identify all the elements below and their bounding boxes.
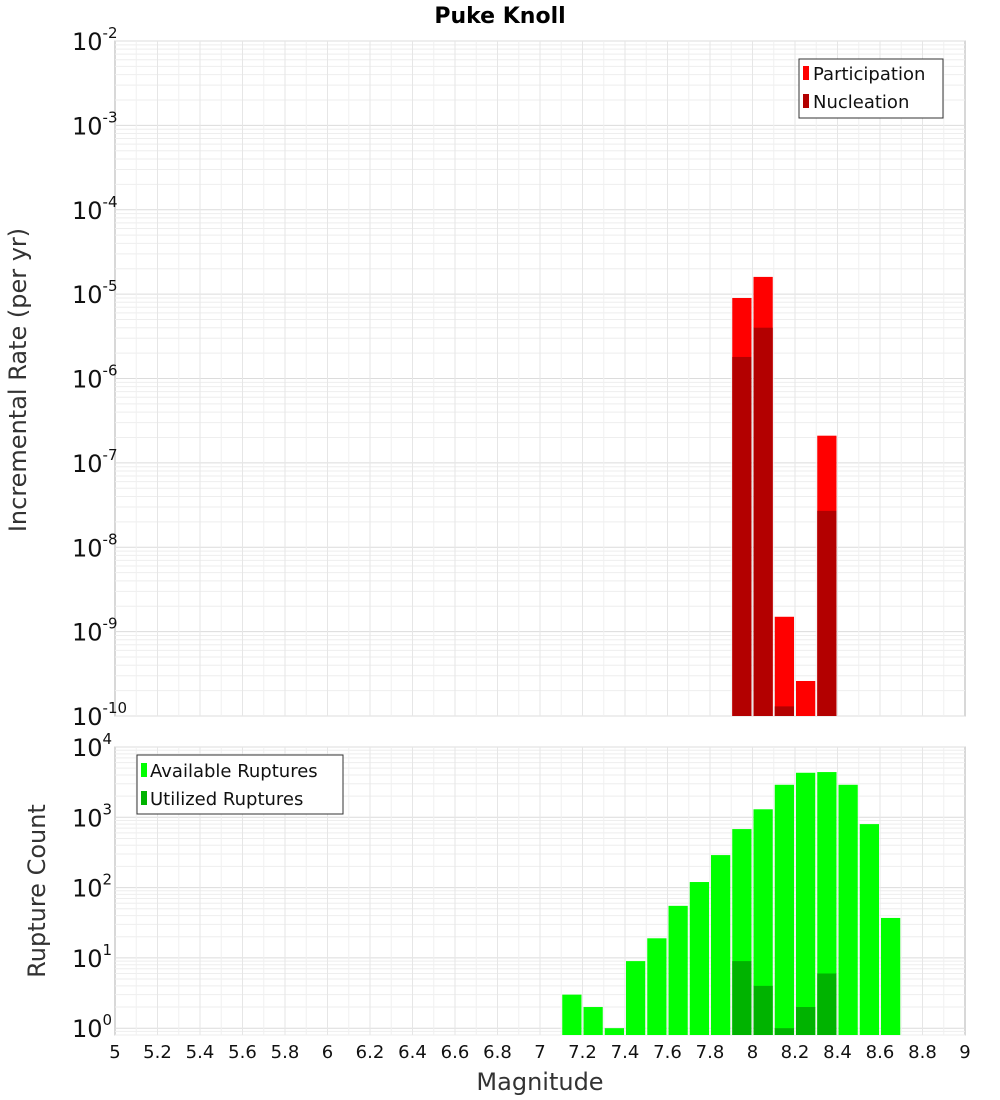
bar-utilized-ruptures [753, 985, 773, 1035]
top-grid [115, 40, 965, 717]
bar-utilized-ruptures [796, 1007, 816, 1035]
top-y-ticks: 10-2 10-3 10-4 10-5 10-6 10-7 10-8 10-9 10-10 [72, 24, 127, 731]
x-tick-label: 7.4 [611, 1042, 640, 1063]
bar-participation [796, 680, 816, 716]
bar-available-ruptures [583, 1007, 603, 1035]
bar-available-ruptures [796, 772, 816, 1035]
top-y-tick-label: 10-4 [72, 193, 118, 225]
x-tick-label: 5.8 [271, 1042, 300, 1063]
bar-available-ruptures [859, 824, 879, 1035]
top-y-tick-label: 10-2 [72, 24, 118, 56]
top-y-tick-label: 10-9 [72, 615, 118, 647]
legend-label-participation: Participation [813, 64, 925, 85]
bar-utilized-ruptures [817, 973, 837, 1035]
bar-available-ruptures [647, 938, 667, 1035]
legend-swatch-nucleation [803, 94, 809, 108]
top-y-axis-label: Incremental Rate (per yr) [4, 228, 32, 532]
x-tick-label: 9 [959, 1042, 970, 1063]
top-y-tick-label: 10-5 [72, 277, 118, 309]
bar-available-ruptures [881, 917, 901, 1035]
top-y-tick-label: 10-10 [72, 699, 127, 731]
x-tick-label: 8.8 [908, 1042, 937, 1063]
bar-available-ruptures [689, 882, 709, 1035]
x-tick-label: 5.4 [186, 1042, 215, 1063]
bar-nucleation [753, 327, 773, 716]
x-tick-label: 7 [534, 1042, 545, 1063]
top-bars [732, 276, 837, 716]
bottom-y-tick-label: 103 [72, 800, 112, 832]
bar-nucleation [774, 706, 794, 716]
top-y-tick-label: 10-8 [72, 530, 118, 562]
bottom-panel: 104 103 102 101 100 Rupture Count Available … [23, 730, 966, 1043]
legend-swatch-available-ruptures [141, 763, 147, 777]
x-tick-label: 8.2 [781, 1042, 810, 1063]
top-y-tick-label: 10-6 [72, 362, 118, 394]
bar-available-ruptures [774, 784, 794, 1035]
bottom-y-axis-label: Rupture Count [23, 804, 51, 978]
x-ticks: 5 5.2 5.4 5.6 5.8 6 6.2 6.4 6.6 6.8 7 7.2 7.4 7.6 7.8 8… [109, 1042, 970, 1063]
bottom-y-tick-label: 101 [72, 941, 112, 973]
bottom-y-tick-label: 100 [72, 1011, 112, 1043]
bar-utilized-ruptures [732, 961, 752, 1035]
x-tick-label: 5.2 [143, 1042, 172, 1063]
x-tick-label: 8 [747, 1042, 758, 1063]
bottom-legend: Available Ruptures Utilized Ruptures [136, 754, 344, 815]
x-tick-label: 6.4 [398, 1042, 427, 1063]
bar-nucleation [817, 510, 837, 716]
bar-available-ruptures [562, 994, 582, 1035]
bar-available-ruptures [753, 809, 773, 1035]
x-axis-label: Magnitude [476, 1068, 603, 1096]
bar-participation [774, 616, 794, 716]
bottom-y-ticks: 104 103 102 101 100 [72, 730, 112, 1043]
x-tick-label: 8.6 [866, 1042, 895, 1063]
legend-swatch-utilized-ruptures [141, 791, 147, 805]
bottom-y-tick-label: 104 [72, 730, 112, 762]
top-legend: Participation Nucleation [798, 58, 944, 119]
bar-nucleation [732, 356, 752, 716]
legend-label-utilized-ruptures: Utilized Ruptures [150, 789, 303, 810]
legend-label-nucleation: Nucleation [813, 92, 909, 113]
bar-available-ruptures [604, 1028, 624, 1035]
x-tick-label: 8.4 [823, 1042, 852, 1063]
top-y-tick-label: 10-7 [72, 446, 118, 478]
top-y-tick-label: 10-3 [72, 108, 118, 140]
bar-available-ruptures [668, 905, 688, 1035]
bottom-y-tick-label: 102 [72, 871, 112, 903]
top-panel: 10-2 10-3 10-4 10-5 10-6 10-7 10-8 10-9 10-10 In… [4, 24, 966, 731]
bar-available-ruptures [711, 855, 731, 1035]
x-tick-label: 6.8 [483, 1042, 512, 1063]
x-tick-label: 6.6 [441, 1042, 470, 1063]
x-tick-label: 5.6 [228, 1042, 257, 1063]
x-tick-label: 5 [109, 1042, 120, 1063]
x-tick-label: 6 [322, 1042, 333, 1063]
legend-label-available-ruptures: Available Ruptures [150, 761, 318, 782]
x-tick-label: 7.2 [568, 1042, 597, 1063]
bar-available-ruptures [817, 772, 837, 1035]
bottom-bars [562, 772, 901, 1035]
top-legend-box [798, 58, 944, 119]
x-tick-label: 7.8 [696, 1042, 725, 1063]
bottom-legend-box [136, 754, 344, 815]
x-tick-label: 6.2 [356, 1042, 385, 1063]
bar-available-ruptures [838, 784, 858, 1035]
chart-title: Puke Knoll [434, 4, 565, 29]
bar-utilized-ruptures [774, 1028, 794, 1035]
bar-available-ruptures [626, 961, 646, 1035]
legend-swatch-participation [803, 66, 809, 80]
x-tick-label: 7.6 [653, 1042, 682, 1063]
